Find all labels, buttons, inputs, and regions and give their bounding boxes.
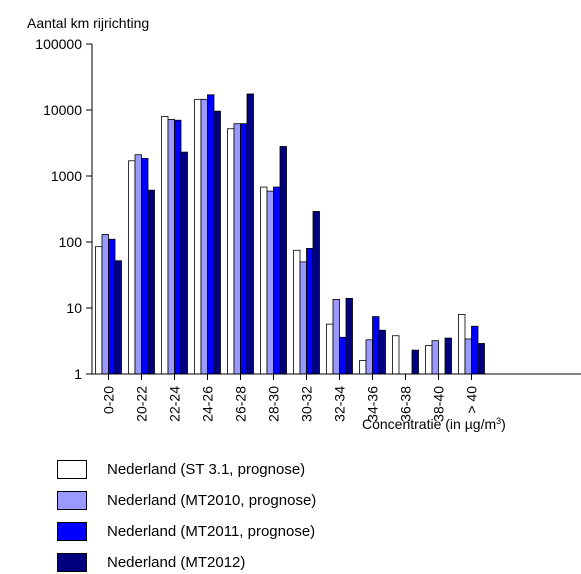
- bar-3436-series0: [359, 360, 367, 375]
- x-axis-title-close: ): [501, 416, 506, 432]
- bar-2022-series0: [128, 160, 136, 375]
- bar-2830-series2: [273, 186, 281, 375]
- legend-swatch-mt2010: [57, 490, 87, 510]
- bar-2224-series0: [161, 115, 169, 375]
- x-tick-label: 28-30: [266, 386, 282, 422]
- x-tick-label: 30-32: [299, 386, 315, 422]
- bar-020-series3: [114, 260, 122, 375]
- legend-item-mt2012: Nederland (MT2012): [57, 550, 316, 574]
- legend-item-mt2011: Nederland (MT2011, prognose): [57, 519, 316, 543]
- x-tick-label: 22-24: [167, 386, 183, 422]
- bar-2628-series3: [246, 93, 254, 375]
- bar-2224-series3: [180, 151, 188, 375]
- y-tick-label: 100: [59, 234, 83, 250]
- bar-020-series0: [95, 246, 103, 375]
- bar-3032-series0: [293, 249, 301, 375]
- y-axis-title: Aantal km rijrichting: [27, 15, 149, 31]
- bar-3436-series2: [372, 316, 380, 375]
- bar-2426-series1: [200, 98, 208, 375]
- x-axis-title: Concentratie (in µg/m3): [362, 416, 506, 432]
- x-axis-title-main: Concentratie (in µg/m: [362, 416, 496, 432]
- y-tick-label: 1000: [51, 168, 82, 184]
- x-tick-label: 24-26: [200, 386, 216, 422]
- bar-40-series1: [464, 338, 472, 375]
- legend: Nederland (ST 3.1, prognose) Nederland (…: [57, 457, 316, 574]
- y-axis-ticks: 1 10 100 1000 10000 100000: [35, 36, 92, 382]
- legend-swatch-st31: [57, 459, 87, 479]
- bar-2830-series0: [260, 186, 268, 375]
- bar-3840-series0: [425, 345, 433, 375]
- x-tick-label: 26-28: [233, 386, 249, 422]
- legend-label-mt2012: Nederland (MT2012): [107, 553, 246, 571]
- bar-40-series2: [471, 325, 479, 375]
- legend-label-st31: Nederland (ST 3.1, prognose): [107, 460, 306, 478]
- bar-40-series0: [458, 313, 466, 375]
- x-tick-label: 38-40: [431, 386, 447, 422]
- bar-3436-series3: [378, 329, 386, 375]
- bar-40-series3: [477, 343, 485, 375]
- bar-2224-series1: [167, 119, 175, 375]
- bar-3234-series0: [326, 323, 334, 375]
- bar-2224-series2: [174, 119, 182, 375]
- bar-2022-series3: [147, 189, 155, 375]
- bar-3840-series1: [431, 340, 439, 375]
- bar-3638-series3: [411, 349, 419, 375]
- bar-020-series2: [108, 238, 116, 375]
- bar-3840-series3: [444, 337, 452, 375]
- bar-2628-series0: [227, 128, 235, 375]
- legend-swatch-mt2011: [57, 521, 87, 541]
- legend-label-mt2010: Nederland (MT2010, prognose): [107, 491, 317, 509]
- bars: [95, 93, 485, 375]
- bar-2628-series2: [240, 123, 248, 375]
- x-tick-label: > 40: [464, 386, 480, 414]
- x-tick-label: 20-22: [134, 386, 150, 422]
- x-tick-label: 0-20: [101, 386, 117, 414]
- legend-item-mt2010: Nederland (MT2010, prognose): [57, 488, 316, 512]
- x-tick-label: 36-38: [398, 386, 414, 422]
- y-tick-label: 10: [66, 300, 82, 316]
- x-tick-label: 32-34: [332, 386, 348, 422]
- x-tick-label: 34-36: [365, 386, 381, 422]
- bar-2022-series2: [141, 157, 149, 375]
- bar-2628-series1: [233, 123, 241, 375]
- bar-3436-series1: [365, 339, 373, 375]
- y-tick-label: 100000: [35, 36, 82, 52]
- bar-2830-series3: [279, 146, 287, 375]
- x-axis-title-sup: 3: [496, 416, 501, 426]
- legend-item-st31: Nederland (ST 3.1, prognose): [57, 457, 316, 481]
- bar-2830-series1: [266, 190, 274, 375]
- x-axis-ticks: 0-20 20-22 22-24 24-26 26-28 28-30 30-32 32-34 3…: [101, 374, 480, 422]
- bar-3234-series3: [345, 297, 353, 375]
- bar-2426-series0: [194, 98, 202, 375]
- bar-020-series1: [101, 234, 109, 375]
- legend-label-mt2011: Nederland (MT2011, prognose): [107, 522, 316, 540]
- bar-3638-series0: [392, 335, 400, 375]
- bar-3032-series1: [299, 261, 307, 375]
- bar-3234-series2: [339, 336, 347, 375]
- bar-3234-series1: [332, 298, 340, 375]
- bar-2426-series2: [207, 94, 215, 375]
- bar-3032-series2: [306, 247, 314, 375]
- bar-3032-series3: [312, 211, 320, 375]
- bar-2426-series3: [213, 110, 221, 375]
- chart-area: Aantal km rijrichting 1 10 100 1000 10000 100…: [27, 15, 581, 432]
- y-tick-label: 10000: [43, 102, 82, 118]
- y-tick-label: 1: [74, 366, 82, 382]
- bar-2022-series1: [134, 154, 142, 375]
